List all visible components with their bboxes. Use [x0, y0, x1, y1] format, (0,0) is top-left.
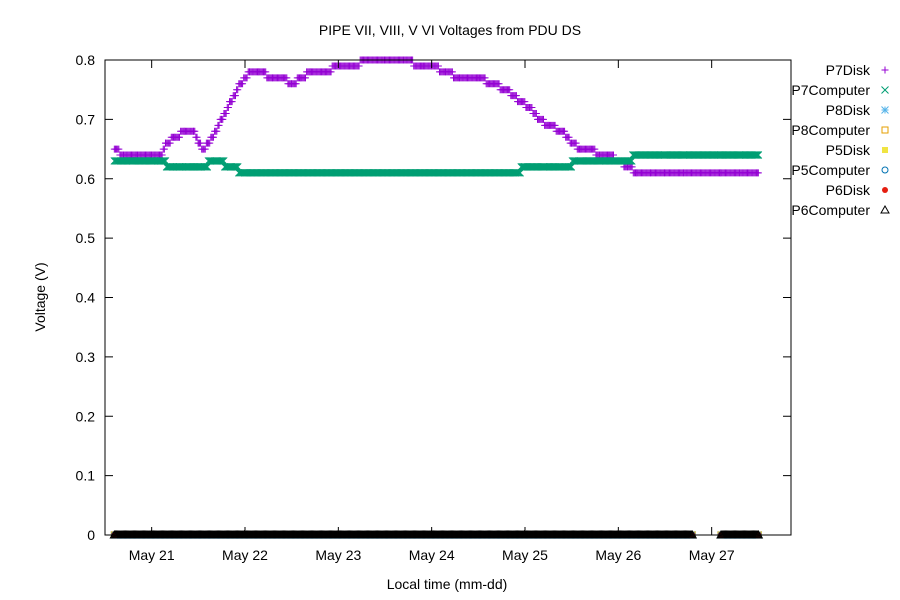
data-point	[243, 74, 251, 82]
data-point	[516, 168, 525, 177]
legend-item: P6Disk	[826, 182, 888, 198]
data-point	[161, 157, 170, 165]
data-point	[551, 121, 559, 129]
legend-item: P5Disk	[826, 142, 888, 158]
data-point	[448, 68, 456, 76]
data-point	[481, 74, 489, 82]
y-tick-label: 0.2	[76, 408, 96, 424]
x-tick-label: May 26	[595, 547, 641, 563]
legend-marker	[880, 204, 890, 214]
x-tick-label: May 23	[315, 547, 361, 563]
data-point	[283, 74, 291, 82]
data-point	[355, 62, 363, 70]
data-point	[201, 145, 209, 153]
legend-label: P8Disk	[826, 102, 871, 118]
legend-label: P6Disk	[826, 182, 871, 198]
data-point	[754, 151, 763, 159]
y-axis-label: Voltage (V)	[32, 262, 48, 331]
data-point	[222, 109, 230, 117]
data-point	[327, 68, 335, 76]
legend-marker	[881, 166, 889, 174]
data-point	[591, 145, 599, 153]
data-point	[561, 127, 569, 135]
x-tick-label: May 27	[689, 547, 735, 563]
legend-marker	[881, 126, 889, 134]
data-point	[160, 145, 168, 153]
legend-label: P5Disk	[826, 142, 871, 158]
legend-label: P5Computer	[791, 162, 870, 178]
data-point	[434, 62, 442, 70]
y-tick-label: 0.8	[76, 52, 96, 68]
data-point	[262, 68, 270, 76]
x-tick-label: May 24	[409, 547, 455, 563]
legend-label: P8Computer	[791, 122, 870, 138]
data-point	[234, 86, 242, 94]
data-point	[301, 74, 309, 82]
y-tick-label: 0.7	[76, 111, 96, 127]
data-point	[166, 139, 174, 147]
legend-item: P5Computer	[791, 162, 889, 178]
data-point	[532, 109, 540, 117]
y-tick-label: 0.3	[76, 349, 96, 365]
data-point	[539, 115, 547, 123]
data-point	[751, 151, 760, 159]
data-point	[193, 133, 201, 141]
legend-item: P7Computer	[791, 82, 889, 98]
data-point	[175, 133, 183, 141]
legend-marker	[882, 187, 888, 193]
x-axis-label: Local time (mm-dd)	[387, 576, 508, 592]
data-point	[219, 115, 227, 123]
y-tick-label: 0	[87, 527, 95, 543]
legend-marker	[881, 66, 889, 74]
legend-item: P8Computer	[791, 122, 889, 138]
y-tick-label: 0.1	[76, 468, 96, 484]
legend-label: P6Computer	[791, 202, 870, 218]
legend-marker	[882, 147, 888, 153]
legend-marker	[881, 106, 889, 114]
data-point	[292, 80, 300, 88]
legend-item: P7Disk	[826, 62, 889, 78]
legend-label: P7Disk	[826, 62, 871, 78]
data-point	[224, 104, 232, 111]
x-tick-label: May 21	[129, 547, 175, 563]
legend-marker	[881, 86, 889, 94]
legend-label: P7Computer	[791, 82, 870, 98]
legend-item: P8Disk	[826, 102, 889, 118]
data-point	[215, 121, 223, 129]
series-P7Computer	[110, 151, 763, 177]
data-point	[239, 80, 247, 88]
data-point	[209, 133, 217, 141]
axis-ticks: 0 0.1 0.2 0.3 0.4 0.5 0.6 0.7 0.8 May 21 May 22 May…	[76, 52, 791, 563]
series-P7Disk	[110, 56, 762, 177]
data-point	[191, 127, 199, 135]
data-point	[521, 98, 529, 106]
data-point	[572, 139, 580, 147]
legend-item: P6Computer	[791, 202, 890, 218]
data-point	[528, 104, 536, 111]
x-tick-label: May 22	[222, 547, 268, 563]
data-point	[495, 80, 503, 88]
data-point	[754, 169, 762, 177]
data-point	[752, 151, 761, 159]
y-tick-label: 0.5	[76, 230, 96, 246]
data-point	[206, 139, 214, 147]
legend: P7Disk P7Computer P8Disk P8Computer P5Disk P5…	[791, 62, 890, 218]
data-point	[213, 127, 221, 135]
chart-title: PIPE VII, VIII, V VI Voltages from PDU D…	[319, 22, 581, 38]
data-point	[228, 98, 236, 106]
y-tick-label: 0.4	[76, 290, 96, 306]
data-point	[506, 86, 514, 94]
x-tick-label: May 25	[502, 547, 548, 563]
data-point	[753, 151, 762, 159]
data-point	[512, 92, 520, 100]
data-point	[115, 145, 123, 153]
data-point	[231, 92, 239, 100]
y-tick-label: 0.6	[76, 171, 96, 187]
data-point	[628, 163, 636, 171]
data-point	[565, 133, 573, 141]
